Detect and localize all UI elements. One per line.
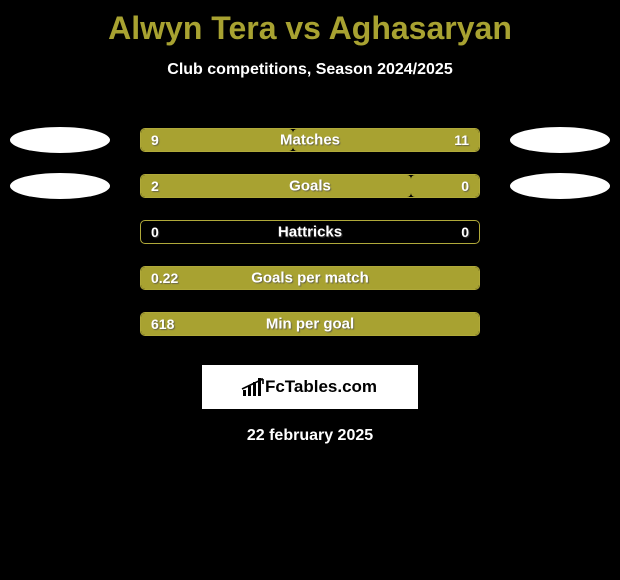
stat-value-left: 0 xyxy=(151,224,159,240)
stat-value-right: 0 xyxy=(461,178,469,194)
stat-bar: Hattricks 0 0 xyxy=(140,220,480,244)
stat-bar: Goals 2 0 xyxy=(140,174,480,198)
bar-fill-left xyxy=(141,129,293,151)
stat-value-right: 0 xyxy=(461,224,469,240)
stat-value-left: 0.22 xyxy=(151,270,178,286)
page-title: Alwyn Tera vs Aghasaryan xyxy=(0,0,620,47)
stat-value-right: 11 xyxy=(454,132,469,148)
player-marker-left xyxy=(10,173,110,199)
stat-row: Min per goal 618 xyxy=(0,301,620,347)
date-line: 22 february 2025 xyxy=(0,427,620,445)
bar-fill-left xyxy=(141,175,411,197)
logo-bars-icon xyxy=(243,378,261,396)
stat-value-left: 2 xyxy=(151,178,159,194)
comparison-chart: Matches 9 11 Goals 2 0 Hattricks 0 0 Goals per ma… xyxy=(0,117,620,347)
stat-label: Hattricks xyxy=(278,224,342,241)
stat-row: Hattricks 0 0 xyxy=(0,209,620,255)
player-marker-right xyxy=(510,127,610,153)
player-marker-left xyxy=(10,127,110,153)
stat-label: Min per goal xyxy=(266,316,354,333)
stat-row: Goals 2 0 xyxy=(0,163,620,209)
player-marker-right xyxy=(510,173,610,199)
stat-label: Matches xyxy=(280,132,340,149)
stat-value-left: 618 xyxy=(151,316,174,332)
stat-label: Goals per match xyxy=(251,270,369,287)
stat-bar: Min per goal 618 xyxy=(140,312,480,336)
stat-bar: Matches 9 11 xyxy=(140,128,480,152)
stat-row: Matches 9 11 xyxy=(0,117,620,163)
subtitle: Club competitions, Season 2024/2025 xyxy=(0,61,620,79)
stat-bar: Goals per match 0.22 xyxy=(140,266,480,290)
stat-row: Goals per match 0.22 xyxy=(0,255,620,301)
logo: FcTables.com xyxy=(243,377,377,397)
stat-label: Goals xyxy=(289,178,331,195)
logo-box: FcTables.com xyxy=(202,365,418,409)
logo-text: FcTables.com xyxy=(265,377,377,397)
stat-value-left: 9 xyxy=(151,132,159,148)
